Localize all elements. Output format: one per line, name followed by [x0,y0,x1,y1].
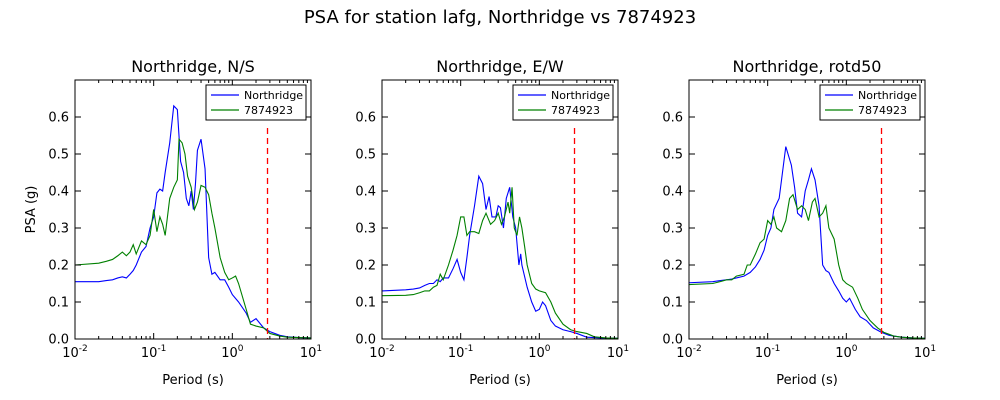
figure-title: PSA for station lafg, Northridge vs 7874… [304,7,696,28]
legend-label-2: 7874923 [551,104,600,117]
y-tick-label: 0.5 [662,148,683,163]
y-tick-label: 0.3 [48,222,69,237]
y-tick-label: 0.3 [662,222,683,237]
series-line-2 [75,137,311,339]
y-tick-label: 0.3 [355,222,376,237]
legend-label-2: 7874923 [858,104,907,117]
chart-title: Northridge, E/W [436,57,564,76]
series-line-2 [689,193,925,339]
legend: Northridge 7874923 [512,84,614,121]
x-tick-label: 10-2 [62,344,88,361]
x-tick-label: 10-1 [141,344,167,361]
legend: Northridge 7874923 [205,84,307,121]
y-tick-label: 0.4 [355,185,376,200]
y-tick-label: 0.2 [48,259,69,274]
y-tick-label: 0.1 [662,296,683,311]
x-tick-label: 101 [607,344,629,361]
chart-title: Northridge, rotd50 [733,57,882,76]
x-tick-label: 101 [300,344,322,361]
chart-panel-3: Northridge, rotd50 10-2 10-1 100 101 0.0 0.1 0.… [662,57,936,388]
y-tick-label: 0.4 [48,185,69,200]
series-line-1 [382,174,618,339]
x-tick-label: 10-1 [448,344,474,361]
chart-panel-2: Northridge, E/W 10-2 10-1 100 101 0.0 0.1 0.2 0.… [355,57,629,388]
legend-box [205,84,307,121]
legend-label-2: 7874923 [244,104,293,117]
y-tick-label: 0.0 [48,333,69,348]
series-line-1 [689,146,925,339]
legend-label-1: Northridge [551,89,610,102]
chart-panel-1: Northridge, N/S 10-2 10-1 100 101 0.0 0.1 0.2 0.… [24,57,322,388]
y-tick-label: 0.2 [355,259,376,274]
plot-frame [74,79,312,340]
legend-box [819,84,921,121]
y-tick-label: 0.5 [48,148,69,163]
x-axis-label: Period (s) [776,373,838,388]
x-tick-label: 100 [528,344,551,361]
x-tick-label: 100 [835,344,858,361]
y-tick-label: 0.0 [662,333,683,348]
legend-box [512,84,614,121]
y-tick-label: 0.2 [662,259,683,274]
y-tick-label: 0.5 [355,148,376,163]
y-tick-label: 0.6 [48,111,69,126]
plot-frame [688,79,926,340]
legend-label-1: Northridge [244,89,303,102]
legend-label-1: Northridge [858,89,917,102]
y-tick-label: 0.0 [355,333,376,348]
x-axis-label: Period (s) [162,373,224,388]
y-tick-label: 0.6 [662,111,683,126]
x-tick-label: 101 [914,344,936,361]
x-tick-label: 10-1 [755,344,781,361]
legend: Northridge 7874923 [819,84,921,121]
y-tick-label: 0.1 [355,296,376,311]
x-axis-label: Period (s) [469,373,531,388]
y-tick-label: 0.4 [662,185,683,200]
plot-frame [381,79,619,340]
series-line-2 [382,187,618,339]
y-axis-label: PSA (g) [24,186,39,234]
y-tick-label: 0.6 [355,111,376,126]
y-tick-label: 0.1 [48,296,69,311]
chart-title: Northridge, N/S [131,57,255,76]
x-tick-label: 10-2 [369,344,395,361]
series-line-1 [75,104,311,339]
x-tick-label: 10-2 [676,344,702,361]
x-tick-label: 100 [221,344,244,361]
